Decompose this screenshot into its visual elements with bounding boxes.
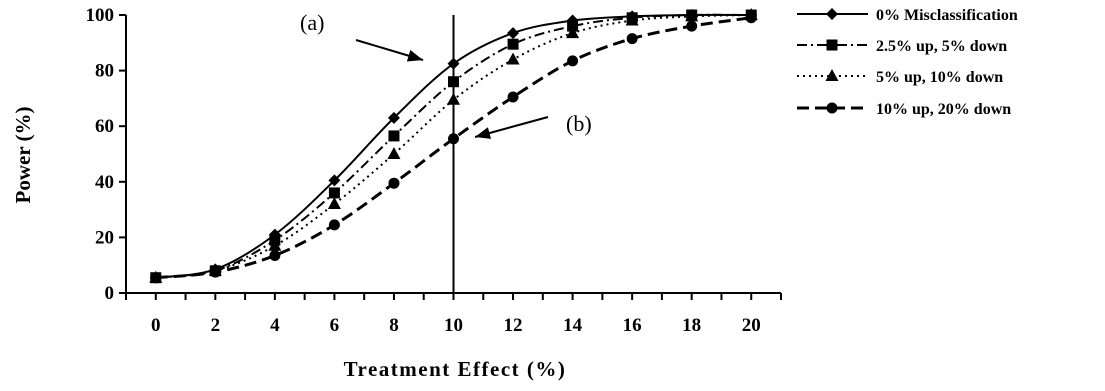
legend-label: 5% up, 10% down <box>876 69 1003 86</box>
data-point-circle <box>150 272 162 284</box>
x-tick-label: 18 <box>682 315 701 336</box>
data-point-triangle <box>387 147 401 159</box>
data-point-square <box>388 130 400 142</box>
data-point-circle <box>626 33 638 45</box>
data-point-circle <box>328 219 340 231</box>
data-point-diamond <box>507 27 520 40</box>
x-tick-label: 8 <box>389 315 399 336</box>
data-point-diamond <box>387 111 400 124</box>
legend: 0% Misclassification 2.5% up, 5% down 5% u… <box>797 7 1018 118</box>
data-point-square <box>328 187 340 199</box>
y-tick-label: 100 <box>86 5 115 26</box>
series-line <box>155 13 752 279</box>
data-point-circle <box>686 20 698 32</box>
data-point-diamond <box>447 57 460 70</box>
x-tick-label: 12 <box>504 315 523 336</box>
x-tick-label: 4 <box>270 315 280 336</box>
x-tick-label: 10 <box>444 315 463 336</box>
x-tick-label: 16 <box>623 315 642 336</box>
annotation-a-label: (a) <box>300 10 324 35</box>
data-point-circle <box>448 133 459 145</box>
legend-item-4: 10% up, 20% down <box>797 101 1011 118</box>
data-point-triangle <box>625 13 639 26</box>
x-tick-label: 20 <box>742 315 761 336</box>
series-4 <box>150 12 757 284</box>
data-point-square <box>448 76 459 88</box>
data-point-circle <box>567 55 579 67</box>
legend-marker-square <box>826 39 838 51</box>
data-point-triangle <box>327 197 341 210</box>
data-point-circle <box>745 12 757 24</box>
annotation-layer: (a) (b) <box>300 10 592 139</box>
data-point-triangle <box>566 26 580 39</box>
legend-label: 10% up, 20% down <box>876 101 1011 118</box>
legend-label: 0% Misclassification <box>876 7 1018 24</box>
data-point-square <box>507 38 519 50</box>
x-axis-title: Treatment Effect (%) <box>344 357 567 381</box>
legend-marker-diamond <box>826 8 838 20</box>
annotation-a-arrow <box>355 39 424 62</box>
data-point-circle <box>388 177 400 189</box>
x-tick-label: 0 <box>151 315 161 336</box>
data-point-circle <box>269 249 281 261</box>
data-point-circle <box>209 266 221 278</box>
legend-marker-triangle <box>825 69 839 81</box>
y-tick-label: 40 <box>95 172 114 193</box>
annotation-b-arrow <box>474 116 549 139</box>
data-point-triangle <box>268 238 282 251</box>
data-point-circle <box>507 91 519 103</box>
y-tick-label: 80 <box>95 61 114 82</box>
legend-item-1: 0% Misclassification <box>797 7 1018 24</box>
axes: 0 20 40 60 80 100 0 2 4 6 8 10 12 14 16 18 20 <box>86 5 782 336</box>
arrow-head <box>406 49 423 62</box>
series-layer <box>149 8 758 284</box>
x-tick-label: 2 <box>211 315 221 336</box>
data-point-diamond <box>328 174 341 187</box>
legend-item-3: 5% up, 10% down <box>797 69 1003 86</box>
data-point-triangle <box>447 92 460 105</box>
annotation-b-label: (b) <box>566 111 592 136</box>
y-tick-label: 0 <box>105 283 115 304</box>
legend-marker-circle <box>826 102 838 114</box>
y-axis-title: Power (%) <box>11 107 35 204</box>
arrow-head <box>475 127 492 139</box>
y-tick-label: 60 <box>95 116 114 137</box>
x-tick-label: 14 <box>563 315 583 336</box>
data-point-triangle <box>506 52 520 65</box>
legend-item-2: 2.5% up, 5% down <box>797 38 1007 55</box>
x-tick-label: 6 <box>330 315 340 336</box>
data-point-triangle <box>685 9 699 22</box>
y-tick-label: 20 <box>95 227 114 248</box>
legend-label: 2.5% up, 5% down <box>876 38 1007 55</box>
